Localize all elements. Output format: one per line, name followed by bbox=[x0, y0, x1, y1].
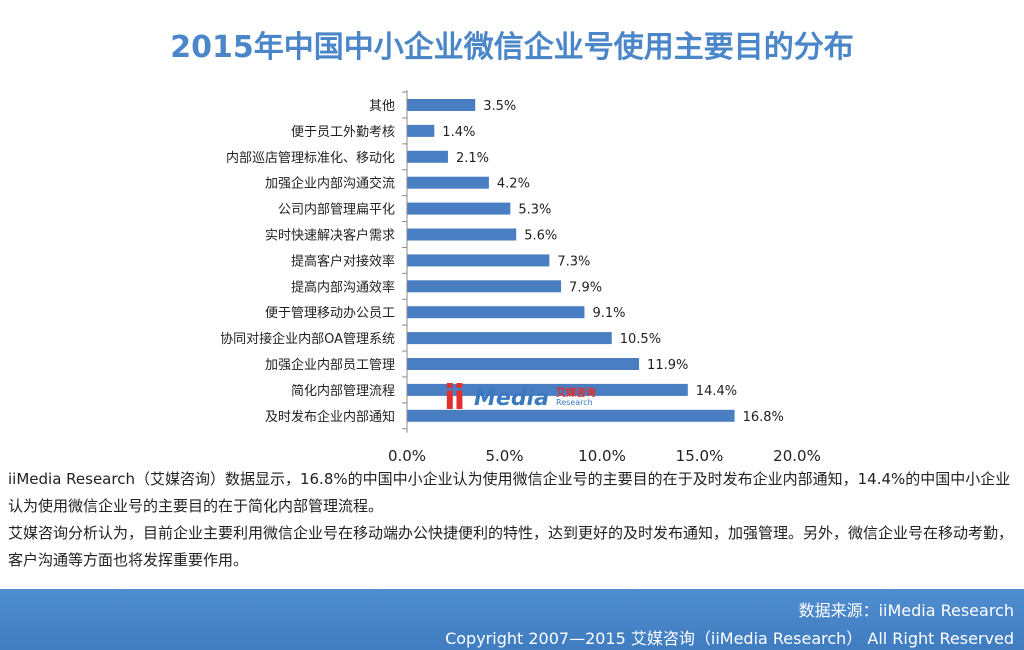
bar bbox=[407, 306, 585, 319]
iimedia-watermark-logo: ii Media 艾媒咨询 Research bbox=[444, 378, 604, 418]
value-label: 9.1% bbox=[592, 306, 625, 321]
value-label: 5.3% bbox=[518, 203, 551, 218]
category-label: 便于管理移动办公员工 bbox=[265, 306, 395, 321]
x-tick-label: 10.0% bbox=[578, 447, 626, 465]
value-label: 2.1% bbox=[456, 151, 489, 166]
page-title: 2015年中国中小企业微信企业号使用主要目的分布 bbox=[170, 30, 854, 65]
description: iiMedia Research（艾媒咨询）数据显示，16.8%的中国中小企业认… bbox=[8, 466, 1018, 574]
category-label: 便于员工外勤考核 bbox=[291, 125, 395, 140]
value-label: 5.6% bbox=[524, 229, 557, 244]
value-label: 16.8% bbox=[743, 410, 784, 425]
category-label: 提高内部沟通效率 bbox=[291, 279, 395, 295]
category-label: 实时快速解决客户需求 bbox=[265, 228, 395, 244]
watermark-cn: 艾媒咨询 bbox=[556, 388, 596, 399]
category-labels: 其他便于员工外勤考核内部巡店管理标准化、移动化加强企业内部沟通交流公司内部管理扁… bbox=[220, 99, 395, 425]
value-label: 7.3% bbox=[557, 254, 590, 269]
value-label: 3.5% bbox=[483, 99, 516, 114]
category-label: 协同对接企业内部OA管理系统 bbox=[220, 331, 395, 347]
category-label: 提高客户对接效率 bbox=[291, 253, 395, 269]
bar bbox=[407, 332, 612, 345]
bar-chart: 其他便于员工外勤考核内部巡店管理标准化、移动化加强企业内部沟通交流公司内部管理扁… bbox=[220, 90, 821, 465]
copyright: Copyright 2007—2015 艾媒咨询（iiMedia Researc… bbox=[445, 629, 1014, 648]
bar bbox=[407, 358, 640, 370]
x-tick-label: 15.0% bbox=[676, 447, 724, 465]
category-label: 简化内部管理流程 bbox=[291, 383, 395, 399]
bar bbox=[407, 383, 688, 396]
bar bbox=[407, 202, 511, 215]
x-axis: 0.0% 5.0% 10.0% 15.0% 20.0% bbox=[388, 90, 821, 465]
bar bbox=[407, 124, 435, 137]
value-label: 10.5% bbox=[620, 332, 661, 347]
watermark-name: Media bbox=[474, 386, 549, 411]
x-tick-label: 20.0% bbox=[773, 447, 821, 465]
value-label: 4.2% bbox=[497, 177, 530, 192]
value-label: 7.9% bbox=[569, 280, 602, 295]
x-tick-label: 5.0% bbox=[485, 447, 523, 465]
description-paragraph-1: iiMedia Research（艾媒咨询）数据显示，16.8%的中国中小企业认… bbox=[8, 470, 1011, 515]
category-label: 加强企业内部沟通交流 bbox=[265, 176, 395, 192]
description-paragraph-2: 艾媒咨询分析认为，目前企业主要利用微信企业号在移动端办公快捷便利的特性，达到更好… bbox=[8, 524, 1014, 569]
bar bbox=[407, 409, 735, 422]
x-tick-label: 0.0% bbox=[388, 447, 426, 465]
category-label: 加强企业内部员工管理 bbox=[265, 357, 395, 373]
value-label: 14.4% bbox=[696, 384, 737, 399]
bar bbox=[407, 99, 476, 111]
watermark-mark: ii bbox=[444, 378, 465, 418]
category-label: 内部巡店管理标准化、移动化 bbox=[226, 150, 395, 166]
value-labels: 3.5% 1.4% 2.1% 4.2% 5.3% 5.6%7.3% 7.9% 9.1% 10.5… bbox=[442, 99, 784, 425]
watermark-sub: Research bbox=[556, 398, 593, 407]
category-label: 其他 bbox=[369, 99, 395, 114]
bar bbox=[407, 280, 562, 293]
data-source: 数据来源：iiMedia Research bbox=[798, 601, 1014, 620]
category-label: 及时发布企业内部通知 bbox=[265, 409, 395, 425]
bar bbox=[407, 228, 517, 241]
value-label: 11.9% bbox=[647, 358, 688, 373]
bar bbox=[407, 150, 448, 163]
bar bbox=[407, 254, 550, 267]
bars-layer bbox=[407, 99, 735, 422]
bar bbox=[407, 176, 489, 189]
value-label: 1.4% bbox=[442, 125, 475, 140]
footer-bar: 数据来源：iiMedia Research Copyright 2007—201… bbox=[0, 589, 1024, 650]
category-label: 公司内部管理扁平化 bbox=[278, 202, 395, 218]
